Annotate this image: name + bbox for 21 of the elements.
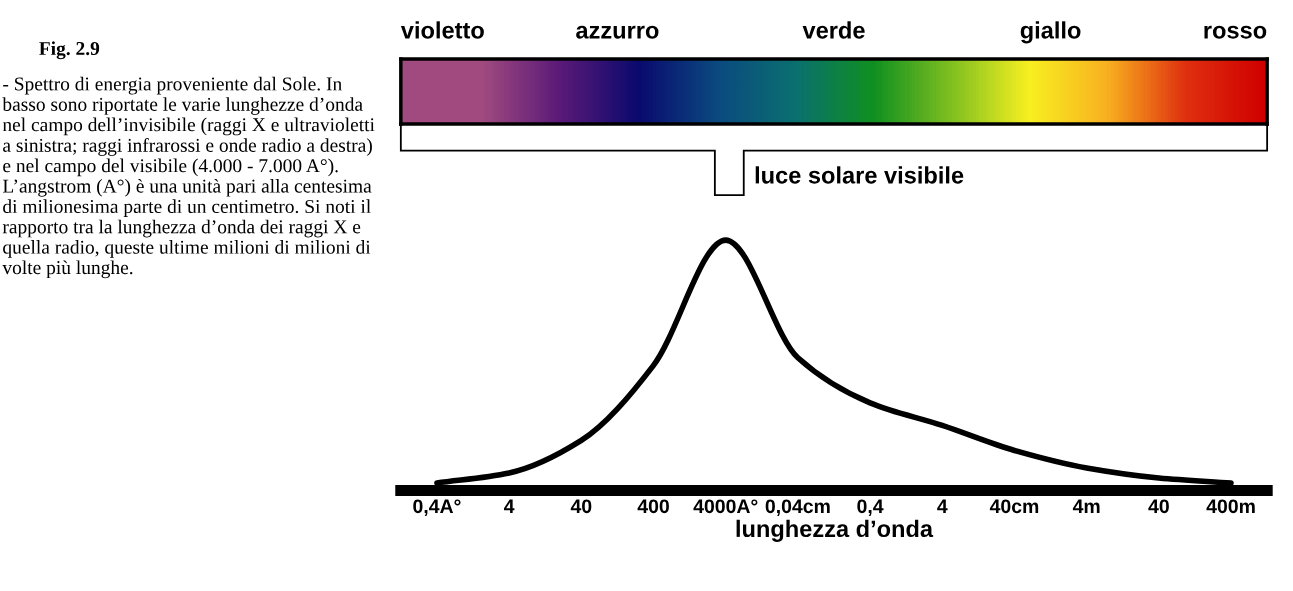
x-tick-label: 4m <box>1072 499 1100 513</box>
x-tick-label: 0,4A° <box>413 499 461 516</box>
x-tick-label: 4000A° <box>693 499 758 514</box>
text: - Spettro di energia proveniente dal Sole. In basso sono riportate le varie lunghezze d’onda nel campo dell’invisibile (raggi X e ultravioletti a sinistra; raggi infrarossi e onde radio a destra) e nel campo del visibile (4.000 - 7.000 A°). L’angstrom (A°) è una unità pari alla centesima di milionesima parte di un centimetro. Si noti il rapporto tra la lunghezza d’onda dei raggi X e quella radio, queste ultime milioni di milioni di volte più lunghe. <box>2 76 375 279</box>
x-axis-title: lunghezza d’onda <box>736 519 934 542</box>
text: Fig. 2.9 <box>39 41 100 60</box>
text: azzurro <box>576 25 659 39</box>
text: luce solare visibile <box>755 166 964 184</box>
text: rosso <box>1204 25 1267 39</box>
x-tick-label: 40 <box>1148 499 1169 514</box>
x-tick-label: 4 <box>937 499 948 513</box>
x-tick-label: 0,04cm <box>765 499 830 516</box>
x-tick-label: 4 <box>504 499 515 513</box>
x-tick-label: 0,4 <box>857 499 884 516</box>
x-tick-label: 40cm <box>989 499 1039 514</box>
x-tick-label: 400 <box>637 499 669 514</box>
x-tick-label: 400m <box>1206 499 1255 514</box>
text: giallo <box>1020 21 1081 44</box>
text: violetto <box>400 21 484 39</box>
x-tick-label: 40 <box>570 499 592 514</box>
text: verde <box>802 21 865 39</box>
